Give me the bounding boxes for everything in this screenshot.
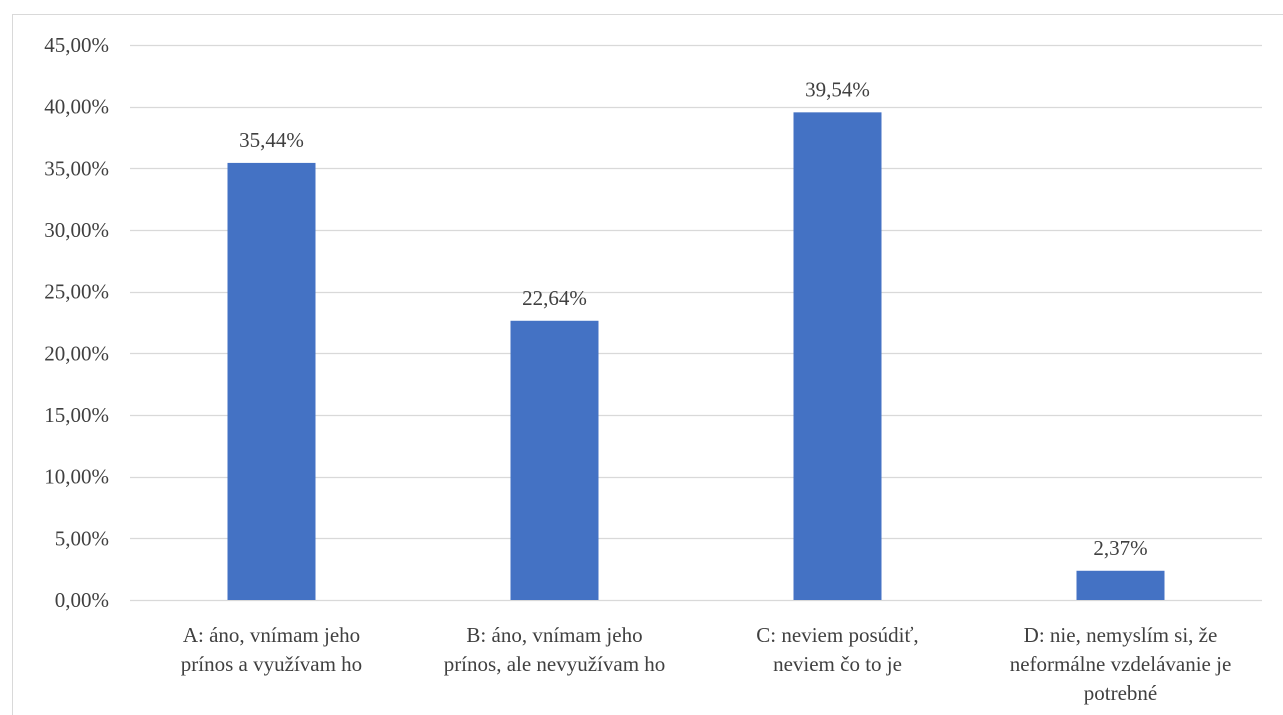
category-label-line: neformálne vzdelávanie je [1010, 652, 1232, 676]
y-tick-label: 20,00% [44, 341, 109, 365]
category-label-line: A: áno, vnímam jeho [183, 623, 360, 647]
category-label-line: potrebné [1084, 681, 1157, 705]
category-label-line: D: nie, nemyslím si, že [1024, 623, 1218, 647]
bar [227, 162, 316, 600]
category-label: A: áno, vnímam jeho prínos a využívam ho [181, 623, 362, 676]
category-label-line: prínos a využívam ho [181, 652, 362, 676]
y-tick-label: 5,00% [55, 526, 109, 550]
y-axis-tick-labels: 0,00% 5,00% 10,00% 15,00% 20,00% 25,00% 30,00%… [44, 33, 109, 612]
data-label: 35,44% [239, 128, 304, 152]
y-tick-label: 10,00% [44, 465, 109, 489]
y-tick-label: 40,00% [44, 95, 109, 119]
data-labels: 35,44% 22,64% 39,54% 2,37% [239, 77, 1148, 559]
gridlines [130, 44, 1262, 602]
category-label: C: neviem posúdiť, neviem čo to je [756, 623, 918, 676]
y-tick-label: 0,00% [55, 588, 109, 612]
y-tick-label: 45,00% [44, 33, 109, 57]
data-label: 39,54% [805, 77, 870, 101]
bar [510, 320, 599, 600]
chart-frame [12, 14, 1283, 715]
category-label-line: B: áno, vnímam jeho [466, 623, 642, 647]
category-label-line: prínos, ale nevyužívam ho [444, 652, 666, 676]
category-label-line: C: neviem posúdiť, [756, 623, 918, 647]
data-label: 2,37% [1093, 536, 1147, 560]
bars [227, 112, 1165, 600]
bar [1076, 570, 1165, 600]
category-label: D: nie, nemyslím si, že neformálne vzdelá… [1010, 623, 1232, 705]
y-tick-label: 35,00% [44, 156, 109, 180]
y-tick-label: 25,00% [44, 280, 109, 304]
category-label-line: neviem čo to je [773, 652, 902, 676]
category-label: B: áno, vnímam jeho prínos, ale nevyužíva… [444, 623, 666, 676]
y-tick-label: 15,00% [44, 403, 109, 427]
data-label: 22,64% [522, 286, 587, 310]
bar [793, 112, 882, 600]
x-axis-category-labels: A: áno, vnímam jeho prínos a využívam ho B… [181, 623, 1231, 705]
y-tick-label: 30,00% [44, 218, 109, 242]
